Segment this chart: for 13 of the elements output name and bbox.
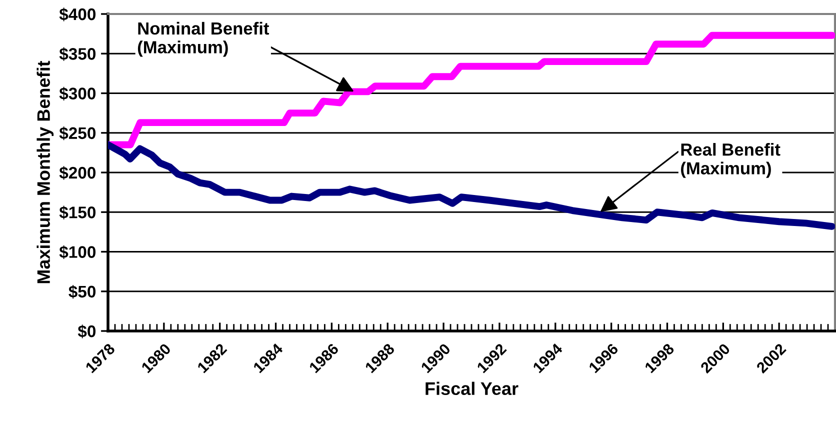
y-tick-label: $100 <box>59 245 96 260</box>
y-tick-label: $50 <box>68 285 96 299</box>
y-tick-label: $0 <box>78 324 96 338</box>
y-tick-label: $250 <box>59 126 96 140</box>
annotation: Nominal Benefit (Maximum) <box>138 22 270 57</box>
y-tick-label: $350 <box>59 47 96 61</box>
annotation: Real Benefit (Maximum) <box>681 143 780 178</box>
y-tick-label: $200 <box>59 166 96 180</box>
y-tick-label: $150 <box>59 206 96 220</box>
y-tick-label: $300 <box>59 86 96 101</box>
y-tick-label: $400 <box>59 8 96 22</box>
y-axis-title: Maximum Monthly Benefit <box>36 60 54 284</box>
x-axis-title: Fiscal Year <box>426 382 518 396</box>
